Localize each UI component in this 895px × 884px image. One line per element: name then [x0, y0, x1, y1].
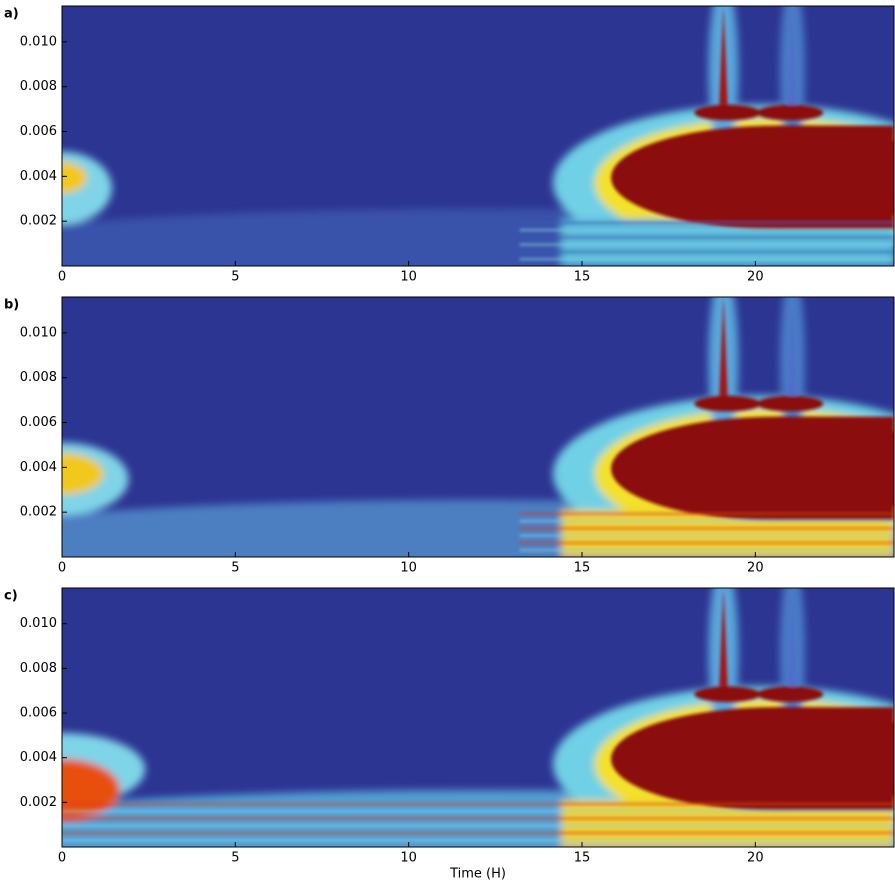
y-tick-label: 0.004 — [20, 169, 57, 184]
plot-frame — [61, 5, 895, 267]
y-tick-label: 0.002 — [20, 214, 57, 229]
heatmap — [62, 297, 894, 557]
lobe-1 — [694, 104, 761, 121]
lobe-2 — [756, 686, 824, 702]
heatmap — [62, 6, 894, 266]
y-tick-label: 0.010 — [20, 616, 57, 631]
stripe — [62, 839, 894, 842]
stripe — [519, 527, 894, 530]
stripe — [62, 831, 894, 834]
y-tick-label: 0.004 — [20, 460, 57, 475]
x-tick-label: 15 — [574, 561, 591, 576]
left-core — [62, 162, 87, 194]
stripe — [519, 512, 894, 515]
lobe-1 — [694, 686, 761, 702]
x-tick-label: 20 — [747, 561, 764, 576]
y-tick-label: 0.008 — [20, 370, 57, 385]
y-tick-label: 0.006 — [20, 124, 57, 139]
plot-frame — [61, 296, 895, 558]
spike-1 — [719, 588, 728, 687]
y-tick-label: 0.002 — [20, 505, 57, 520]
y-tick-label: 0.010 — [20, 34, 57, 49]
stripe — [519, 549, 894, 552]
spike-1 — [719, 6, 728, 105]
x-tick-label: 10 — [400, 851, 417, 866]
red-edge — [777, 416, 894, 521]
lobe-1 — [694, 395, 761, 412]
left-core — [62, 758, 121, 822]
x-tick-label: 10 — [400, 270, 417, 285]
stripe — [62, 824, 894, 827]
panel-label: b) — [4, 298, 19, 313]
y-tick-label: 0.006 — [20, 706, 57, 721]
y-tick-label: 0.010 — [20, 325, 57, 340]
heatmap — [62, 588, 894, 847]
panel-label: a) — [4, 7, 19, 22]
spike-2 — [787, 297, 798, 396]
x-tick-label: 5 — [231, 270, 239, 285]
red-edge — [777, 125, 894, 230]
x-tick-label: 0 — [58, 561, 66, 576]
red-edge — [777, 707, 894, 811]
spike-2 — [787, 588, 798, 687]
x-tick-label: 15 — [574, 270, 591, 285]
x-tick-label: 5 — [231, 561, 239, 576]
stripe — [519, 534, 894, 537]
x-tick-label: 10 — [400, 561, 417, 576]
panel-label: c) — [4, 589, 18, 604]
x-tick-label: 20 — [747, 851, 764, 866]
spike-2 — [787, 6, 798, 105]
y-tick-label: 0.006 — [20, 415, 57, 430]
heatmap-core — [519, 297, 894, 552]
stripe — [519, 250, 894, 253]
y-tick-label: 0.008 — [20, 79, 57, 94]
stripe — [519, 229, 894, 232]
y-tick-label: 0.002 — [20, 795, 57, 810]
stripe — [519, 221, 894, 224]
x-tick-label: 5 — [231, 851, 239, 866]
spike-1 — [719, 297, 728, 396]
stripe — [519, 243, 894, 246]
heatmap-core — [62, 588, 894, 842]
stripe — [519, 541, 894, 544]
left-core — [62, 453, 104, 495]
heatmap-core — [519, 6, 894, 261]
plot-frame — [61, 587, 895, 848]
lobe-2 — [756, 104, 824, 121]
stripe — [519, 520, 894, 523]
y-tick-label: 0.008 — [20, 661, 57, 676]
x-tick-label: 15 — [574, 851, 591, 866]
stripe — [519, 236, 894, 239]
stripe — [62, 802, 894, 805]
stripe — [62, 817, 894, 820]
x-axis-label: Time (H) — [449, 867, 506, 882]
stripe — [62, 810, 894, 813]
x-tick-label: 0 — [58, 851, 66, 866]
y-tick-label: 0.004 — [20, 750, 57, 765]
stripe — [519, 258, 894, 261]
x-tick-label: 20 — [747, 270, 764, 285]
x-tick-label: 0 — [58, 270, 66, 285]
lobe-2 — [756, 395, 824, 412]
